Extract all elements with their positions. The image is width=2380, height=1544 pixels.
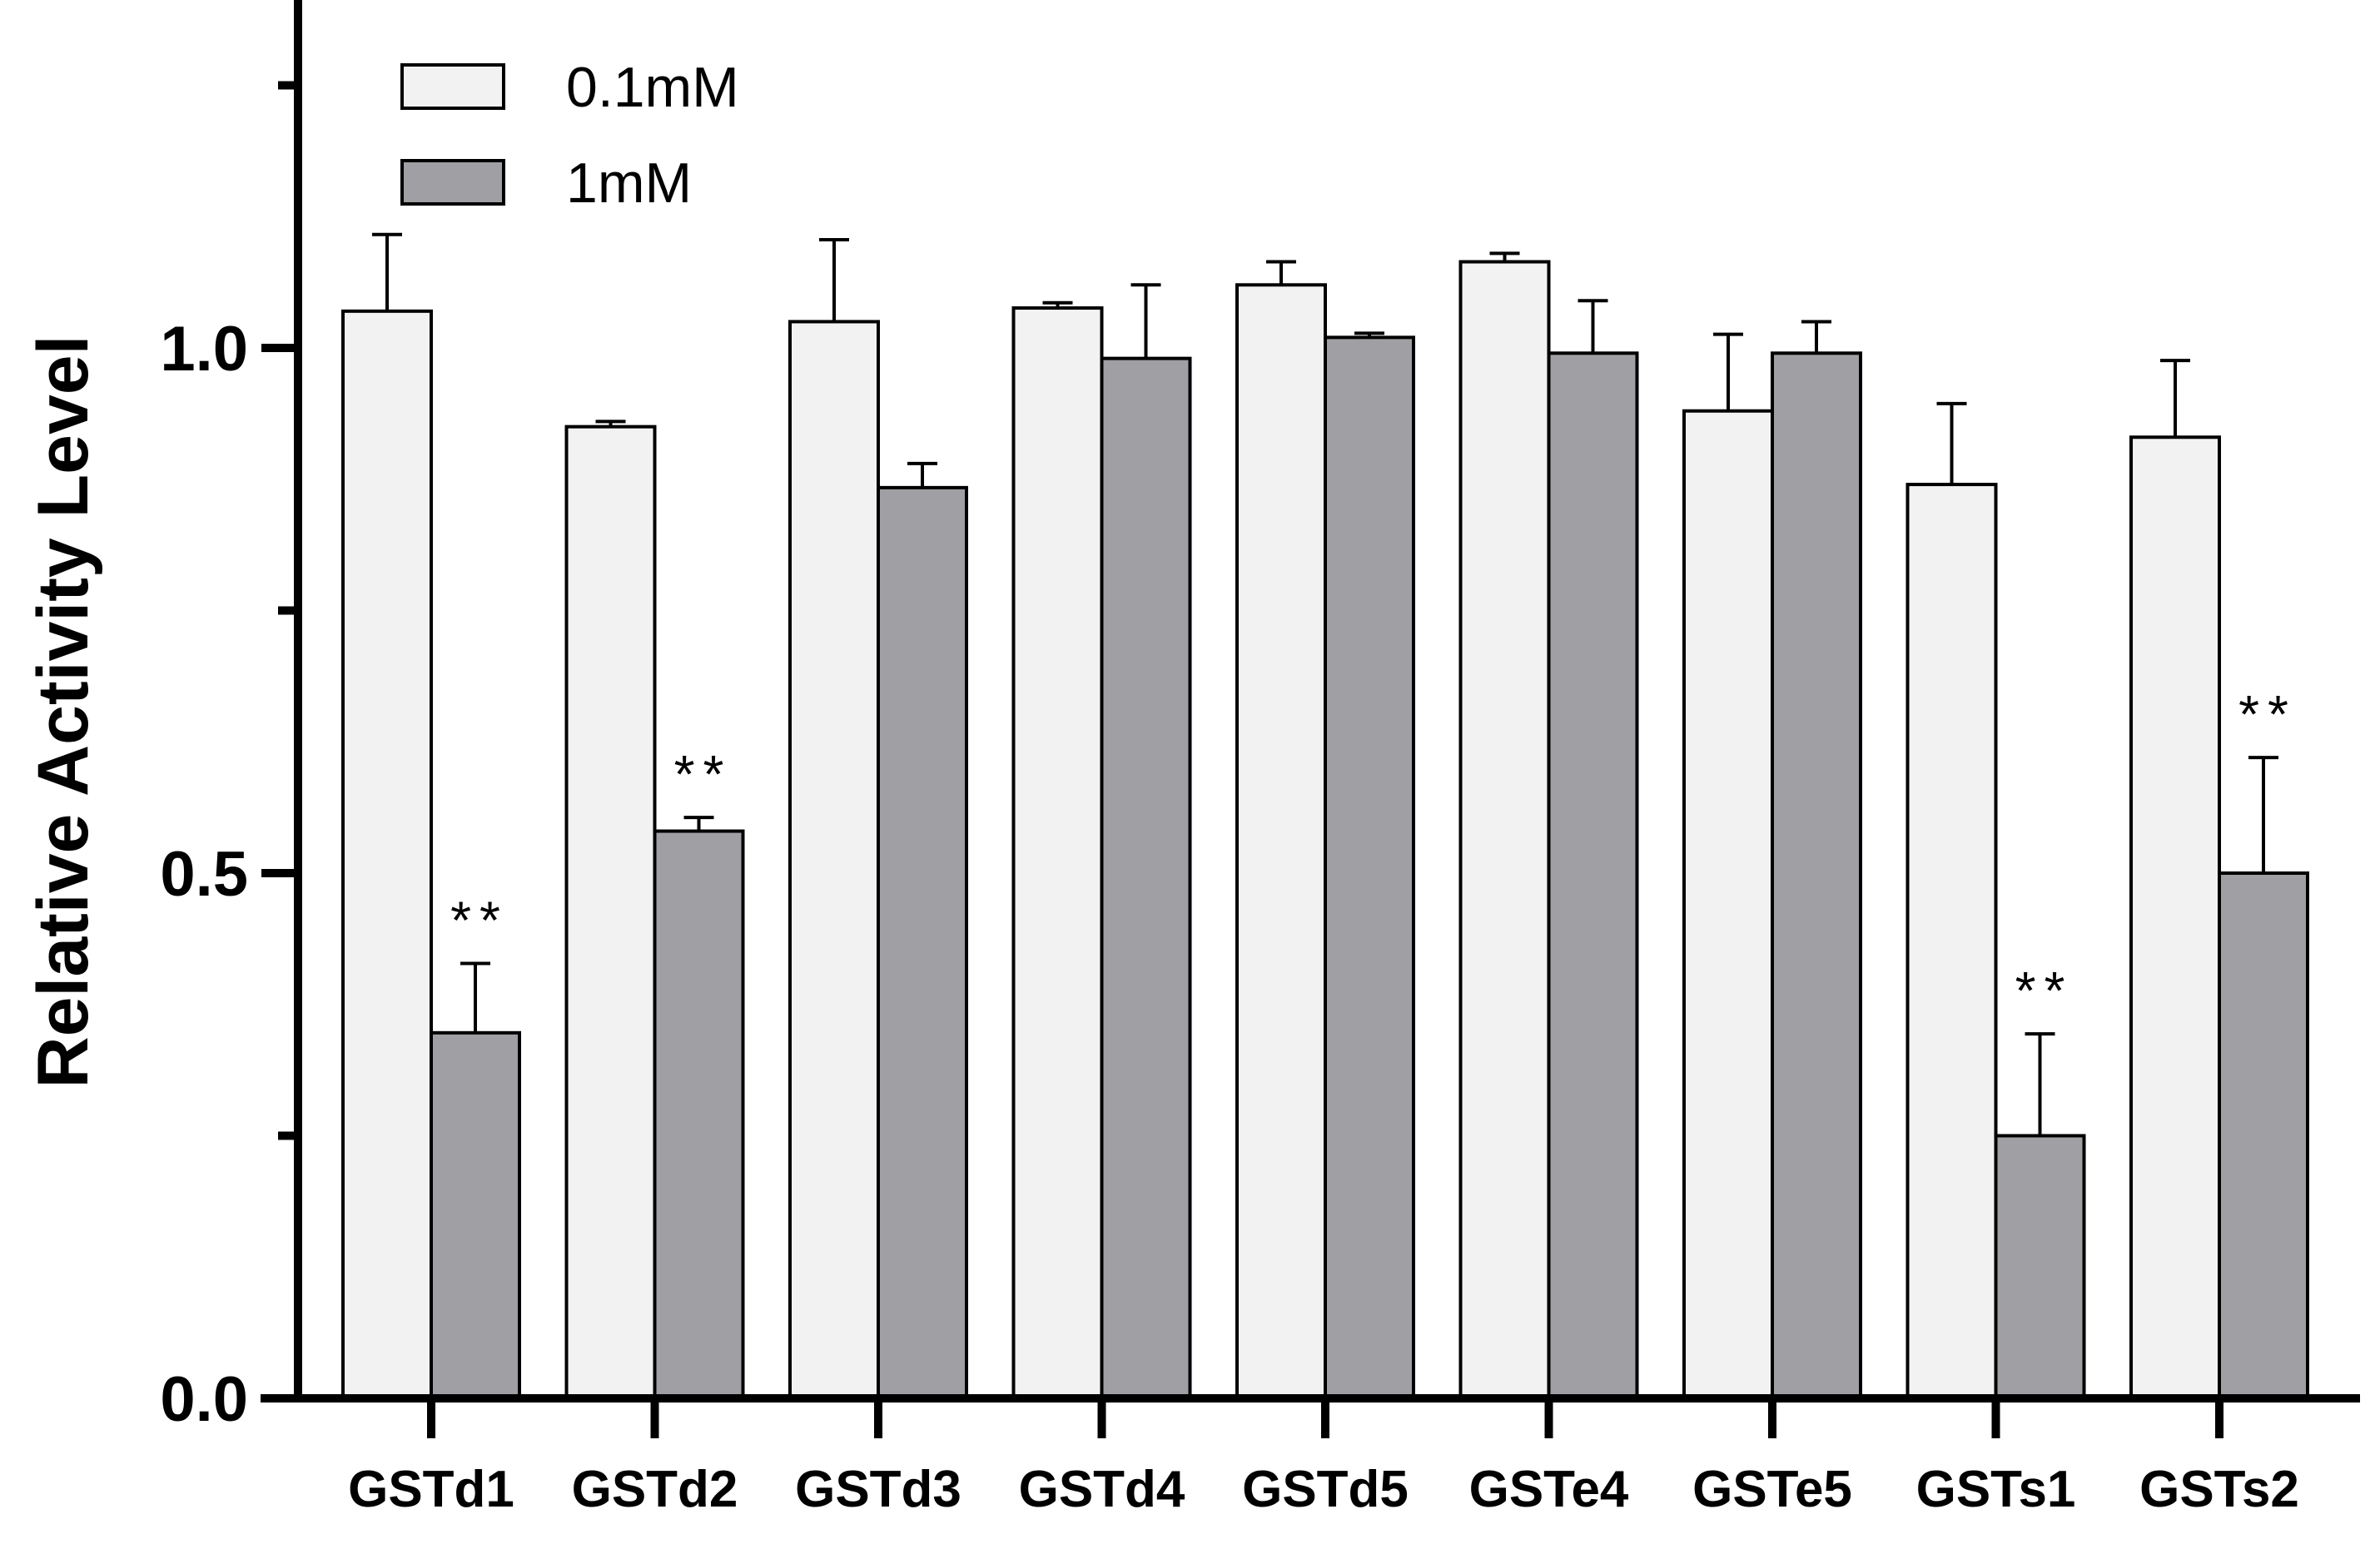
bar-GSTd1-1mM: [430, 1030, 521, 1400]
bar-GSTe5-0.1mM: [1682, 409, 1774, 1401]
y-axis-title: Relative Activity Level: [23, 335, 103, 1088]
significance-label-GSTd1: **: [450, 891, 509, 951]
y-tick-label: 0.5: [160, 839, 248, 910]
bar-GSTd2-0.1mM: [564, 424, 657, 1400]
bar-GSTs2-0.1mM: [2129, 435, 2221, 1400]
bar-GSTd3-0.1mM: [788, 320, 880, 1401]
bar-GSTs1-1mM: [1994, 1134, 2086, 1400]
bars-layer: [341, 232, 2309, 1401]
legend: 0.1mM 1mM: [400, 56, 739, 215]
bar-GSTd3-1mM: [877, 485, 968, 1401]
y-tick-label: 1.0: [160, 314, 248, 385]
legend-swatch-0.1mM: [400, 63, 505, 110]
bar-GSTe5-1mM: [1771, 351, 1862, 1400]
bar-GSTs2-1mM: [2218, 871, 2309, 1400]
x-tick-label-GSTs1: GSTs1: [1916, 1461, 2076, 1518]
bar-GSTd5-0.1mM: [1235, 283, 1327, 1400]
legend-label-0.1mM: 0.1mM: [566, 56, 739, 119]
x-tick-label-GSTs2: GSTs2: [2139, 1461, 2299, 1518]
x-tick-label-GSTe5: GSTe5: [1692, 1461, 1852, 1518]
significance-label-GSTs2: **: [2238, 684, 2297, 744]
x-tick-label-GSTd5: GSTd5: [1242, 1461, 1409, 1518]
significance-label-GSTd2: **: [674, 744, 733, 804]
bar-GSTd2-1mM: [653, 829, 745, 1400]
legend-swatch-1mM: [400, 159, 505, 206]
bar-GSTd4-1mM: [1100, 356, 1192, 1400]
y-tick-label: 0.0: [160, 1364, 248, 1435]
x-tick-label-GSTd4: GSTd4: [1019, 1461, 1185, 1518]
bar-GSTd1-0.1mM: [341, 309, 433, 1401]
bar-GSTe4-1mM: [1547, 351, 1639, 1400]
x-tick-label-GSTe4: GSTe4: [1469, 1461, 1629, 1518]
labels-layer: ** ** ** **: [450, 684, 2297, 1020]
bar-GSTd4-0.1mM: [1011, 306, 1104, 1401]
significance-label-GSTs1: **: [2015, 961, 2074, 1020]
x-tick-label-GSTd3: GSTd3: [795, 1461, 961, 1518]
bar-GSTe4-0.1mM: [1458, 260, 1551, 1400]
x-tick-label-GSTd2: GSTd2: [572, 1461, 738, 1518]
bar-GSTd5-1mM: [1324, 335, 1415, 1400]
x-tick-label-GSTd1: GSTd1: [348, 1461, 514, 1518]
legend-label-1mM: 1mM: [566, 151, 692, 215]
bar-GSTs1-0.1mM: [1905, 483, 1998, 1400]
axes-layer: 0.0 0.5 1.0 GSTd1 GSTd2 GSTd3 GSTd4 GSTd5 GSTe4 G…: [160, 0, 2360, 1518]
